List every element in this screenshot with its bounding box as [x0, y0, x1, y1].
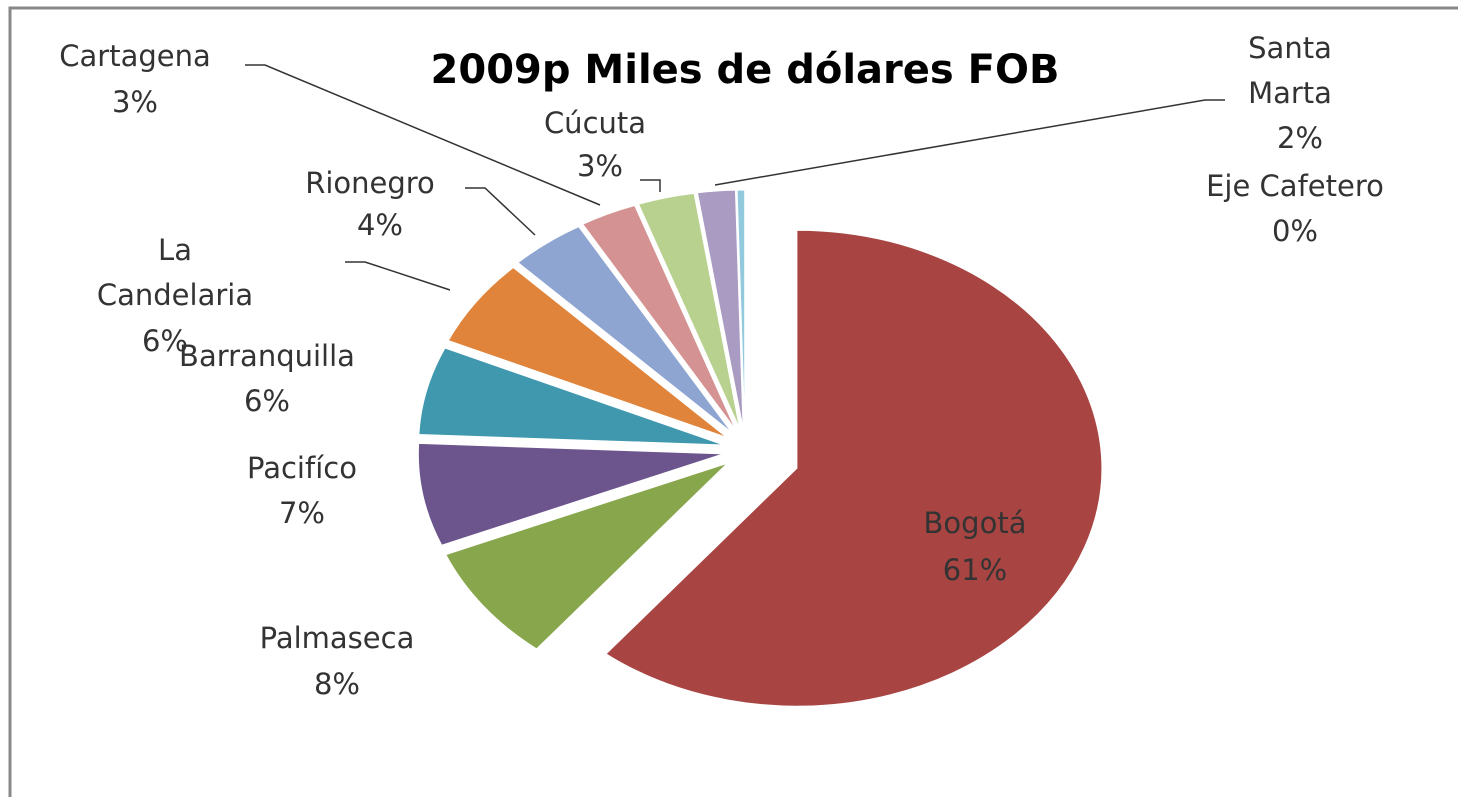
pie-slice: [445, 462, 728, 650]
slice-label: Santa Marta: [1248, 31, 1332, 110]
slice-label: Rionegro: [305, 166, 435, 200]
slice-value-label: 8%: [314, 667, 360, 701]
slice-label: Cartagena: [59, 39, 211, 73]
chart-title: 2009p Miles de dólares FOB: [431, 47, 1060, 93]
leader-line: [714, 99, 1225, 186]
leader-line: [245, 64, 601, 206]
pie-slice: [637, 192, 741, 429]
frame: [8, 6, 1458, 797]
slice-value-label: 6%: [142, 324, 188, 358]
slice-value-label: 4%: [357, 208, 403, 242]
slice-label: Barranquilla: [179, 339, 355, 373]
pie-slice: [605, 229, 1103, 707]
pie-slice: [447, 266, 728, 438]
slice-label: Palmaseca: [260, 621, 415, 655]
slice-value-label: 6%: [244, 384, 290, 418]
pie-slice: [517, 226, 733, 433]
pie-slice: [418, 347, 724, 446]
pie-slice: [696, 189, 744, 429]
slice-value-label: 2%: [1277, 121, 1323, 155]
leader-line: [345, 261, 451, 291]
slice-label: Eje Cafetero: [1206, 169, 1384, 203]
slice-value-label: 3%: [577, 149, 623, 183]
slice-label: Pacifíco: [247, 451, 357, 485]
leader-line: [465, 187, 536, 236]
leader-line: [640, 179, 661, 192]
slice-label: Bogotá: [924, 506, 1027, 540]
slice-label: Cúcuta: [544, 106, 646, 140]
slice-value-label: 3%: [112, 85, 158, 119]
slice-value-label: 0%: [1272, 214, 1318, 248]
pie-slice: [581, 204, 737, 431]
pie-slice: [417, 442, 724, 546]
pie-slice: [736, 189, 746, 429]
slice-label: La Candelaria: [97, 233, 253, 312]
slice-value-label: 61%: [943, 553, 1007, 587]
slice-value-label: 7%: [279, 496, 325, 530]
